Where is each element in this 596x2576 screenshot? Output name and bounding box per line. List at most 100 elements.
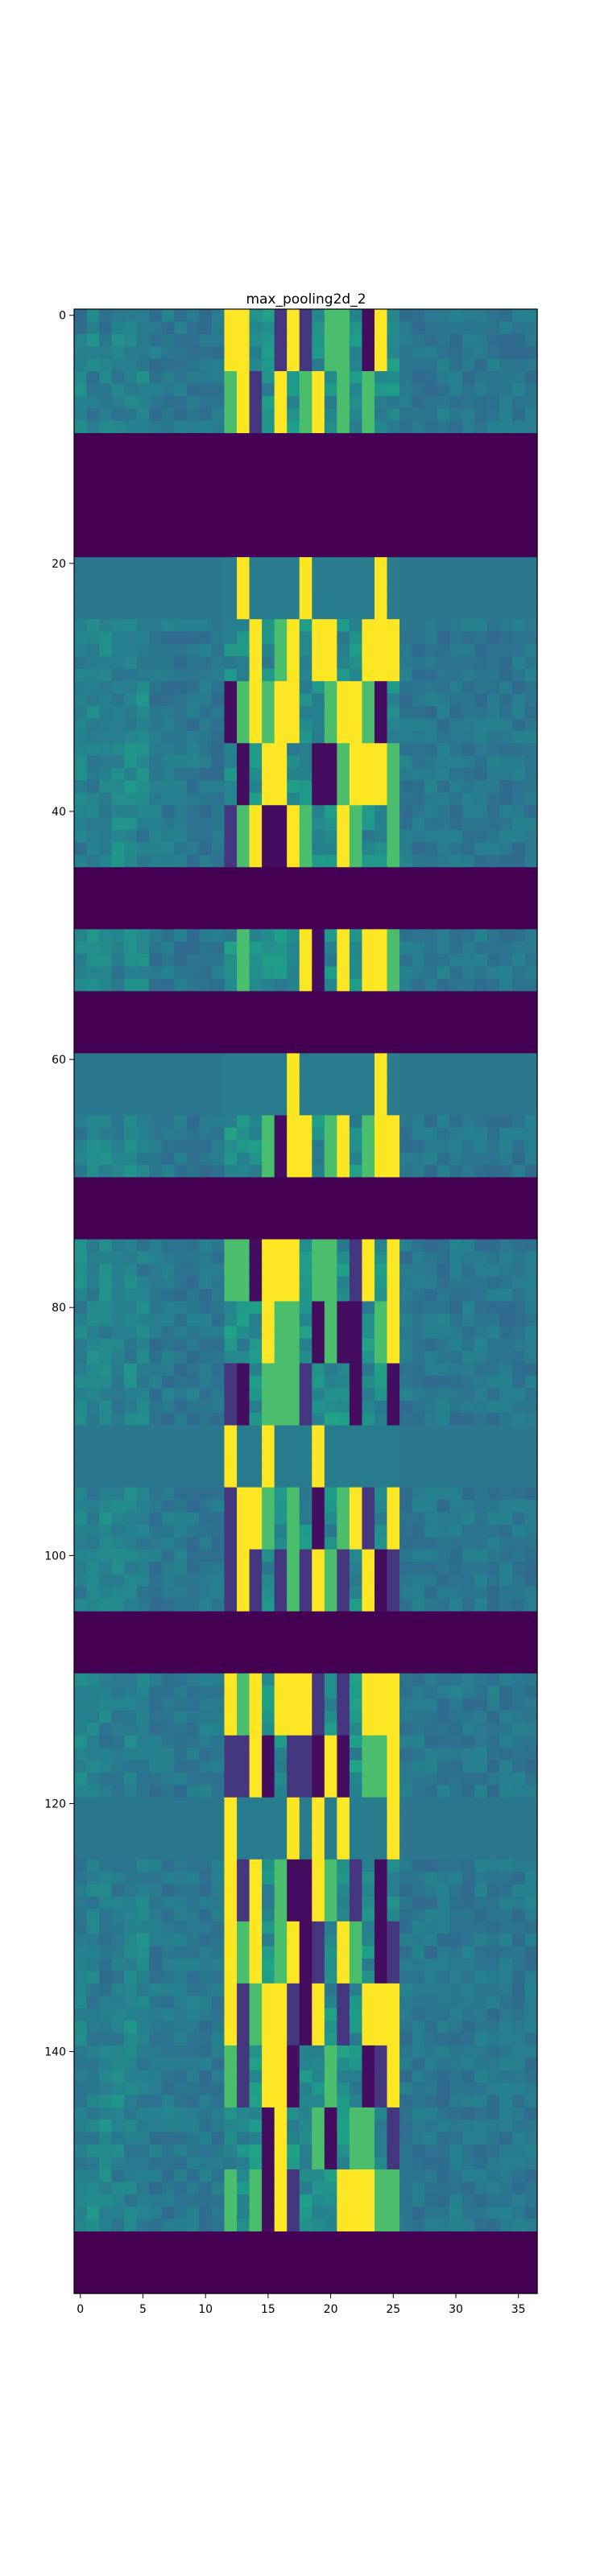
heatmap-cell	[461, 1909, 475, 1922]
heatmap-cell	[262, 643, 275, 657]
heatmap-cell	[499, 1549, 513, 1563]
heatmap-cell	[387, 1872, 400, 1885]
heatmap-cell	[349, 1437, 363, 1451]
heatmap-cell	[499, 1921, 513, 1934]
heatmap-cell	[387, 854, 400, 868]
heatmap-cell	[437, 1351, 450, 1364]
heatmap-cell	[74, 1698, 88, 1711]
heatmap-cell	[174, 867, 188, 881]
heatmap-cell	[99, 1710, 113, 1724]
heatmap-cell	[424, 1500, 438, 1513]
heatmap-cell	[349, 532, 363, 546]
heatmap-cell	[249, 966, 263, 980]
heatmap-cell	[299, 1959, 312, 1972]
heatmap-cell	[324, 557, 337, 571]
heatmap-cell	[337, 1636, 350, 1649]
heatmap-cell	[324, 954, 337, 968]
heatmap-cell	[486, 482, 500, 496]
heatmap-cell	[174, 1686, 188, 1699]
heatmap-cell	[149, 346, 163, 360]
heatmap-cell	[299, 1785, 312, 1798]
heatmap-cell	[524, 1115, 538, 1129]
heatmap-cell	[86, 594, 100, 608]
heatmap-cell	[199, 346, 213, 360]
heatmap-cell	[99, 470, 113, 484]
heatmap-cell	[499, 929, 513, 943]
heatmap-cell	[111, 1785, 125, 1798]
heatmap-cell	[362, 333, 375, 347]
heatmap-cell	[161, 1289, 175, 1302]
heatmap-cell	[287, 1003, 300, 1017]
heatmap-cell	[374, 395, 388, 409]
heatmap-cell	[486, 581, 500, 595]
heatmap-cell	[74, 842, 88, 856]
heatmap-cell	[161, 507, 175, 521]
heatmap-cell	[399, 1078, 413, 1092]
heatmap-cell	[349, 1214, 363, 1228]
heatmap-cell	[362, 1040, 375, 1054]
heatmap-cell	[474, 1177, 488, 1191]
heatmap-cell	[461, 1127, 475, 1141]
heatmap-cell	[399, 1189, 413, 1203]
heatmap-cell	[224, 1388, 238, 1402]
heatmap-cell	[86, 1090, 100, 1104]
heatmap-cell	[74, 1152, 88, 1166]
heatmap-cell	[499, 1313, 513, 1327]
heatmap-cell	[349, 1301, 363, 1315]
heatmap-cell	[124, 482, 138, 496]
heatmap-cell	[174, 470, 188, 484]
heatmap-cell	[186, 1822, 200, 1835]
heatmap-cell	[349, 916, 363, 930]
heatmap-cell	[149, 1053, 163, 1067]
heatmap-cell	[262, 904, 275, 918]
heatmap-cell	[287, 1450, 300, 1463]
heatmap-cell	[424, 1450, 438, 1463]
heatmap-cell	[437, 519, 450, 533]
heatmap-cell	[237, 1264, 250, 1278]
heatmap-cell	[262, 830, 275, 844]
heatmap-cell	[437, 1227, 450, 1241]
heatmap-cell	[387, 1202, 400, 1216]
heatmap-cell	[274, 1673, 288, 1686]
heatmap-cell	[399, 1810, 413, 1823]
heatmap-cell	[449, 867, 463, 881]
heatmap-cell	[249, 1214, 263, 1228]
heatmap-cell	[474, 1723, 488, 1736]
heatmap-cell	[387, 1053, 400, 1067]
heatmap-cell	[362, 768, 375, 782]
heatmap-cell	[111, 1934, 125, 1947]
heatmap-cell	[524, 619, 538, 633]
heatmap-cell	[499, 643, 513, 657]
heatmap-cell	[461, 1735, 475, 1748]
heatmap-cell	[211, 1822, 226, 1835]
heatmap-cell	[374, 1748, 388, 1761]
heatmap-cell	[337, 1313, 350, 1327]
heatmap-cell	[287, 606, 300, 620]
heatmap-cell	[362, 1400, 375, 1414]
heatmap-cell	[461, 445, 475, 459]
heatmap-cell	[337, 1202, 350, 1216]
heatmap-cell	[174, 1971, 188, 1984]
heatmap-cell	[99, 321, 113, 335]
heatmap-cell	[136, 768, 150, 782]
heatmap-cell	[387, 507, 400, 521]
heatmap-cell	[461, 619, 475, 633]
heatmap-cell	[399, 1363, 413, 1377]
heatmap-cell	[399, 1785, 413, 1798]
heatmap-cell	[474, 1611, 488, 1624]
heatmap-cell	[412, 321, 425, 335]
heatmap-cell	[86, 1785, 100, 1798]
heatmap-cell	[237, 1276, 250, 1290]
heatmap-cell	[474, 643, 488, 657]
heatmap-cell	[437, 1760, 450, 1773]
heatmap-cell	[124, 544, 138, 558]
heatmap-cell	[124, 929, 138, 943]
heatmap-cell	[424, 1177, 438, 1191]
heatmap-cell	[424, 1549, 438, 1563]
heatmap-cell	[424, 755, 438, 769]
heatmap-cell	[474, 1016, 488, 1030]
heatmap-cell	[474, 1624, 488, 1637]
heatmap-cell	[199, 1400, 213, 1414]
heatmap-cell	[262, 1127, 275, 1141]
heatmap-cell	[149, 1723, 163, 1736]
